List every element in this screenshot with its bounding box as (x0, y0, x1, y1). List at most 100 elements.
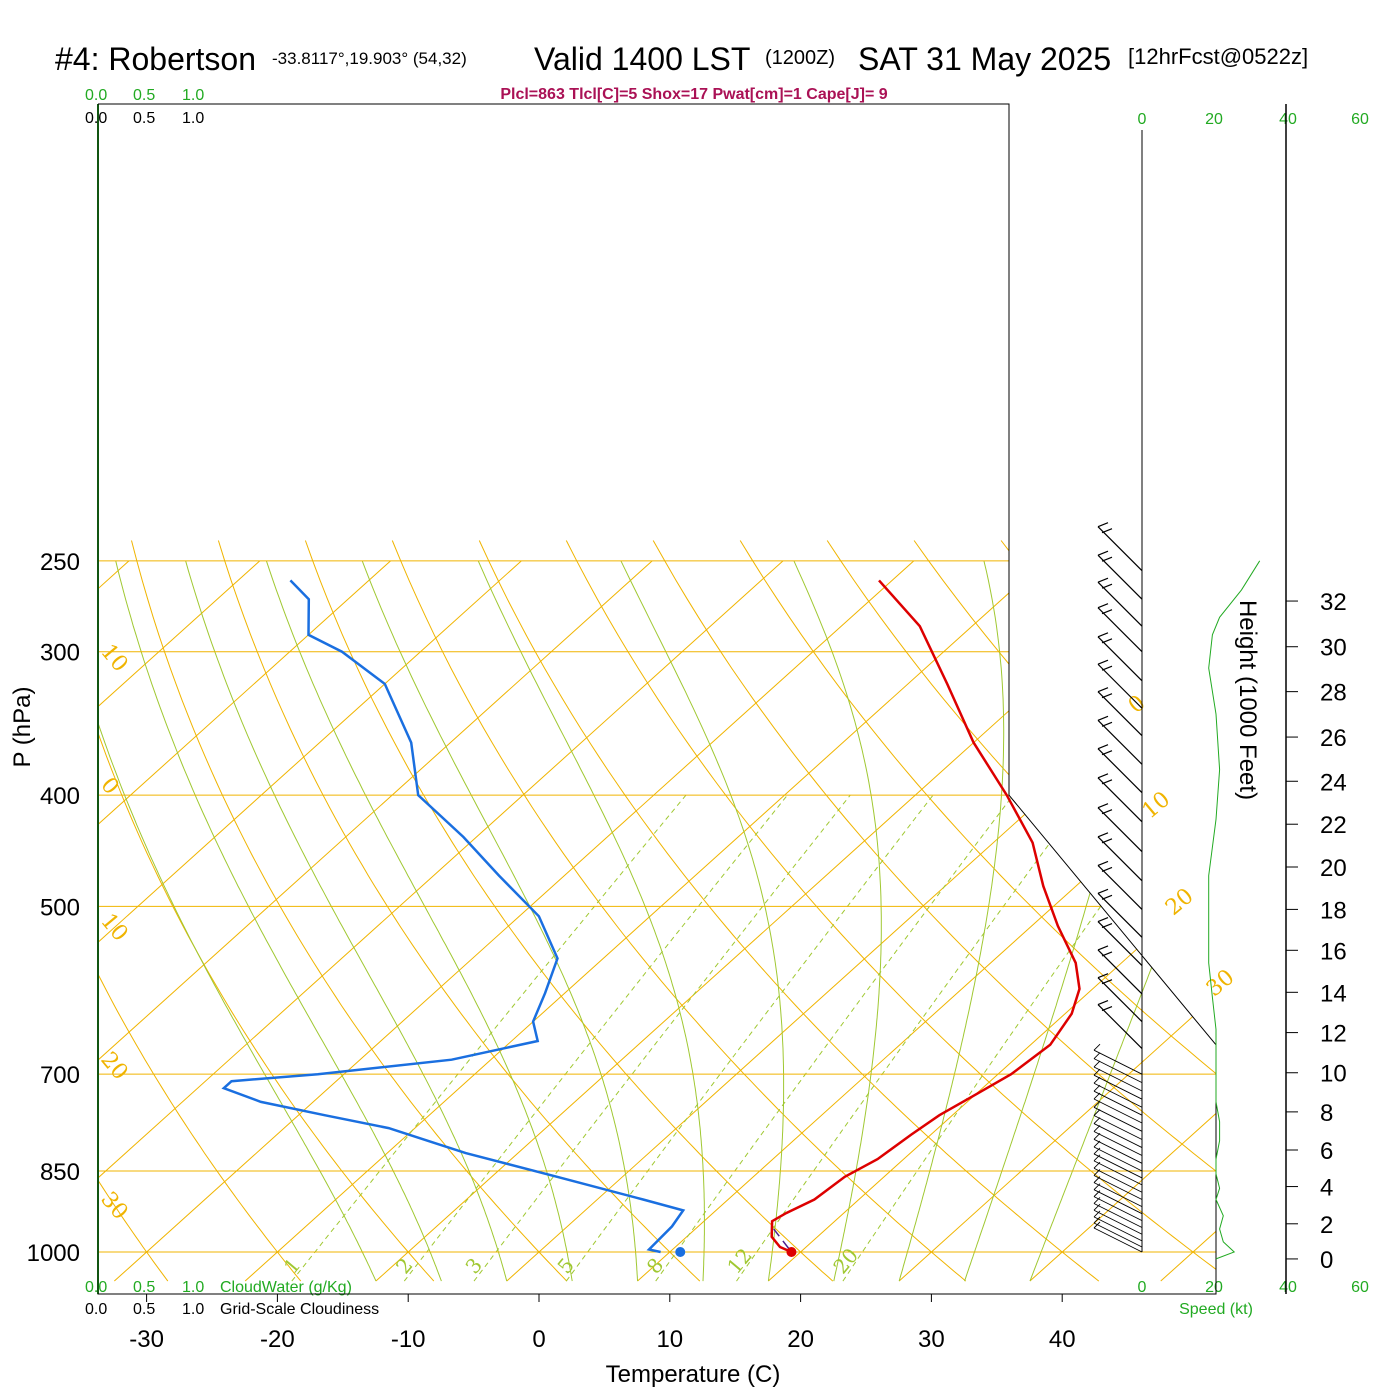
bottom-black-2: 1.0 (182, 1301, 204, 1318)
moist-adiabat-line (361, 560, 639, 1282)
wind-barb (1093, 1074, 1143, 1100)
wind-barb (1093, 1209, 1143, 1235)
dry-adiabat-line (391, 540, 967, 1282)
mixing-ratio-line (403, 794, 788, 1282)
dewpoint-line (221, 579, 686, 1254)
wind-barb-flag (1101, 583, 1113, 589)
wind-barb-flag (1093, 1084, 1101, 1092)
wind-barb-flag (1097, 632, 1109, 638)
utc-time: (1200Z) (765, 47, 835, 69)
wind-barb-flag (1097, 744, 1109, 750)
wind-barb-flag (1093, 1109, 1101, 1116)
height-tick-label: 10 (1320, 1061, 1347, 1088)
wind-barb (1093, 1058, 1143, 1084)
wind-barb (1097, 892, 1143, 938)
height-tick-label: 18 (1320, 897, 1347, 924)
mixing-ratio-label: 1 (279, 1253, 306, 1278)
x-tick-label: 0 (532, 1326, 545, 1353)
wind-barb-flag (1093, 1216, 1101, 1224)
moist-adiabat-line (793, 560, 882, 1282)
wind-barb (1093, 1146, 1143, 1172)
height-tick-label: 28 (1320, 680, 1347, 707)
wind-barb (1093, 1175, 1143, 1200)
wind-barb-flag (1093, 1221, 1101, 1229)
pressure-tick-label: 1000 (27, 1240, 80, 1267)
pressure-tick-label: 250 (40, 549, 80, 576)
wind-barb-flag (1093, 1147, 1101, 1155)
bottom-black-1: 0.5 (133, 1301, 155, 1318)
isotherm-label: 30 (1202, 965, 1240, 1002)
wind-barb-flag (1093, 1190, 1101, 1197)
wind-barb (1093, 1131, 1143, 1156)
mixing-ratio-line (655, 794, 1014, 1282)
isotherm-label: 20 (95, 1048, 132, 1086)
height-tick-label: 14 (1320, 980, 1347, 1007)
wind-barb (1097, 921, 1143, 967)
isotherm-line (637, 560, 1216, 1282)
isotherm-line (98, 560, 391, 1282)
wind-barb-flag (1097, 888, 1109, 894)
wind-barb-flag (1101, 750, 1113, 756)
wind-barb (1093, 1082, 1143, 1108)
wind-barb (1097, 777, 1143, 823)
wind-barb-flag (1101, 809, 1113, 815)
wind-barb (1093, 1066, 1143, 1092)
wind-barb-flag (1093, 1125, 1101, 1132)
wind-barb-flag (1093, 1052, 1101, 1059)
wind-barb-flag (1097, 832, 1109, 838)
wind-barb (1093, 1203, 1143, 1228)
wind-barb (1093, 1153, 1143, 1179)
mixing-ratio-line (473, 794, 851, 1282)
moist-adiabat-line (620, 560, 785, 1282)
top-green-0: 0.0 (85, 87, 107, 104)
valid-time: Valid 1400 LST (534, 41, 750, 77)
mixing-ratio-label: 20 (828, 1243, 863, 1278)
wind-barb-flag (1097, 522, 1109, 528)
profile-series (221, 579, 1081, 1257)
wind-barb (1093, 1115, 1143, 1140)
dry-adiabat-line (478, 540, 1100, 1282)
wind-barb-flag (1093, 1140, 1101, 1148)
bottom-green-1: 0.5 (133, 1279, 155, 1296)
wind-barb-flag (1093, 1176, 1101, 1183)
frame-outline (97, 103, 1217, 1295)
speed-bottom-60: 60 (1351, 1279, 1369, 1296)
mixing-ratio-line (291, 794, 687, 1282)
x-tick-label: 40 (1049, 1326, 1076, 1353)
wind-barb (1093, 1167, 1143, 1193)
isotherm-label: 20 (1161, 884, 1199, 921)
pressure-tick-label: 500 (40, 894, 80, 921)
moist-adiabat-line (115, 560, 442, 1282)
wind-barb (1097, 607, 1143, 653)
wind-barb (1097, 1004, 1143, 1050)
height-tick-label: 30 (1320, 635, 1347, 662)
height-tick-label: 12 (1320, 1021, 1347, 1048)
wind-barb-flag (1101, 528, 1113, 534)
moist-adiabat-line (477, 560, 705, 1282)
wind-barb-flag (1101, 638, 1113, 644)
top-cloudwater-scale: 0.0 0.5 1.0 0.0 0.5 1.0 (85, 87, 204, 127)
mixing-ratio-label: 5 (552, 1253, 579, 1278)
bottom-green-2: 1.0 (182, 1279, 204, 1296)
mixing-ratio-line (842, 794, 1181, 1282)
wind-panel (1093, 522, 1261, 1260)
wind-barb-flag (1097, 773, 1109, 779)
wind-barb-flag (1097, 803, 1109, 809)
dry-adiabat-line (98, 540, 302, 1282)
speed-bottom-0: 0 (1138, 1279, 1147, 1296)
wind-barb (1093, 1106, 1143, 1132)
bottom-cloudwater-scale: 0.0 0.5 1.0 CloudWater (g/Kg) 0.0 0.5 1.… (85, 1279, 379, 1318)
wind-barb-flag (1093, 1154, 1101, 1162)
station-coords: -33.8117°,19.903° (54,32) (272, 49, 467, 68)
wind-barb-flag (1093, 1197, 1101, 1204)
height-tick-label: 24 (1320, 769, 1347, 796)
wind-barb-flag (1093, 1060, 1101, 1068)
wind-barb (1097, 691, 1143, 737)
moist-adiabat-line (265, 560, 573, 1282)
speed-top-40: 40 (1279, 111, 1297, 128)
dry-adiabat-line (1349, 541, 1400, 1282)
wind-barb (1097, 581, 1143, 627)
wind-barb-flag (1101, 894, 1113, 900)
